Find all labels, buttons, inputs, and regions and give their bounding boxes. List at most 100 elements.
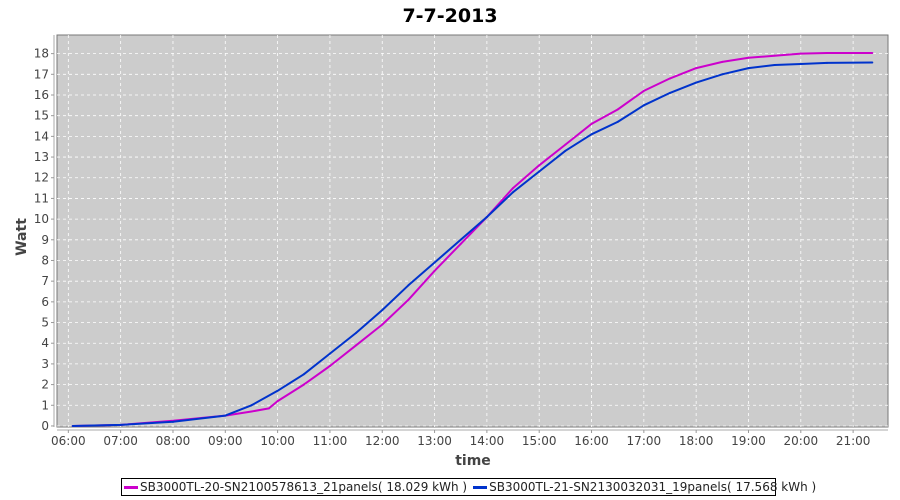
data-point: [871, 61, 874, 64]
y-tick-label: 2: [41, 378, 49, 392]
x-axis-label: time: [455, 453, 491, 469]
data-point: [485, 216, 488, 219]
x-tick-label: 14:00: [470, 434, 505, 448]
data-point: [407, 284, 410, 287]
data-point: [642, 104, 645, 107]
y-tick-label: 18: [34, 47, 49, 61]
x-tick-label: 20:00: [784, 434, 819, 448]
data-point: [642, 89, 645, 92]
y-tick-label: 6: [41, 295, 49, 309]
data-point: [250, 404, 253, 407]
gridlines: [57, 35, 888, 427]
x-tick-label: 19:00: [731, 434, 766, 448]
data-point: [590, 133, 593, 136]
y-tick-label: 4: [41, 336, 49, 350]
data-point: [564, 143, 567, 146]
x-tick-label: 06:00: [51, 434, 86, 448]
x-tick-label: 18:00: [679, 434, 714, 448]
data-point: [381, 309, 384, 312]
x-tick-label: 21:00: [836, 434, 871, 448]
data-point: [433, 269, 436, 272]
data-point: [407, 298, 410, 301]
data-point: [721, 73, 724, 76]
series-line-2: [72, 61, 873, 427]
legend-label: SB3000TL-21-SN2130032031_19panels( 17.56…: [489, 480, 817, 494]
data-point: [71, 424, 74, 427]
x-tick-label: 09:00: [208, 434, 243, 448]
data-point: [669, 91, 672, 94]
chart-title: 7-7-2013: [402, 5, 497, 27]
data-point: [538, 164, 541, 167]
data-point: [747, 67, 750, 70]
y-tick-label: 1: [41, 398, 49, 412]
data-point: [825, 51, 828, 54]
data-point: [721, 60, 724, 63]
data-point: [538, 170, 541, 173]
y-axis-label: Watt: [14, 218, 30, 256]
data-point: [276, 389, 279, 392]
data-point: [695, 67, 698, 70]
data-point: [590, 122, 593, 125]
legend: SB3000TL-20-SN2100578613_21panels( 18.02…: [121, 478, 816, 496]
data-point: [119, 423, 122, 426]
data-point: [328, 364, 331, 367]
y-tick-label: 5: [41, 316, 49, 330]
legend-item-sb3000tl-20: SB3000TL-20-SN2100578613_21panels( 18.02…: [124, 480, 467, 494]
data-point: [433, 261, 436, 264]
data-point: [616, 108, 619, 111]
x-tick-label: 12:00: [365, 434, 400, 448]
y-tick-label: 11: [34, 191, 49, 205]
data-point: [773, 54, 776, 57]
legend-item-sb3000tl-21: SB3000TL-21-SN2130032031_19panels( 17.56…: [473, 480, 816, 494]
y-tick-label: 8: [41, 253, 49, 267]
y-tick-label: 16: [34, 88, 49, 102]
data-point: [799, 62, 802, 65]
x-tick-label: 11:00: [313, 434, 348, 448]
y-tick-label: 7: [41, 274, 49, 288]
y-tick-label: 14: [34, 129, 49, 143]
data-point: [512, 191, 515, 194]
x-tick-label: 08:00: [156, 434, 191, 448]
legend-swatch-magenta: [124, 485, 138, 489]
y-tick-label: 3: [41, 357, 49, 371]
data-point: [799, 52, 802, 55]
x-tick-label: 17:00: [627, 434, 662, 448]
data-point: [355, 344, 358, 347]
x-tick-label: 10:00: [260, 434, 295, 448]
legend-label: SB3000TL-20-SN2100578613_21panels( 18.02…: [140, 480, 468, 494]
data-point: [250, 410, 253, 413]
x-tick-label: 16:00: [574, 434, 609, 448]
legend-swatch-blue: [473, 485, 488, 489]
data-point: [564, 149, 567, 152]
y-tick-label: 10: [34, 212, 49, 226]
y-tick-label: 12: [34, 171, 49, 185]
data-point: [267, 407, 270, 410]
y-tick-label: 0: [41, 419, 49, 433]
data-point: [695, 81, 698, 84]
data-point: [355, 331, 358, 334]
data-point: [616, 120, 619, 123]
y-tick-label: 13: [34, 150, 49, 164]
data-point: [276, 400, 279, 403]
data-point: [328, 352, 331, 355]
data-point: [224, 414, 227, 417]
y-tick-label: 9: [41, 233, 49, 247]
x-tick-label: 07:00: [103, 434, 138, 448]
x-tick-label: 15:00: [522, 434, 557, 448]
data-point: [773, 63, 776, 66]
y-tick-label: 17: [34, 67, 49, 81]
data-point: [747, 56, 750, 59]
data-point: [171, 420, 174, 423]
data-point: [669, 77, 672, 80]
series-group: [71, 51, 874, 427]
y-tick-label: 15: [34, 109, 49, 123]
data-point: [512, 187, 515, 190]
x-tick-label: 13:00: [417, 434, 452, 448]
data-point: [302, 373, 305, 376]
data-point: [825, 61, 828, 64]
data-point: [302, 383, 305, 386]
data-point: [871, 51, 874, 54]
data-point: [381, 323, 384, 326]
